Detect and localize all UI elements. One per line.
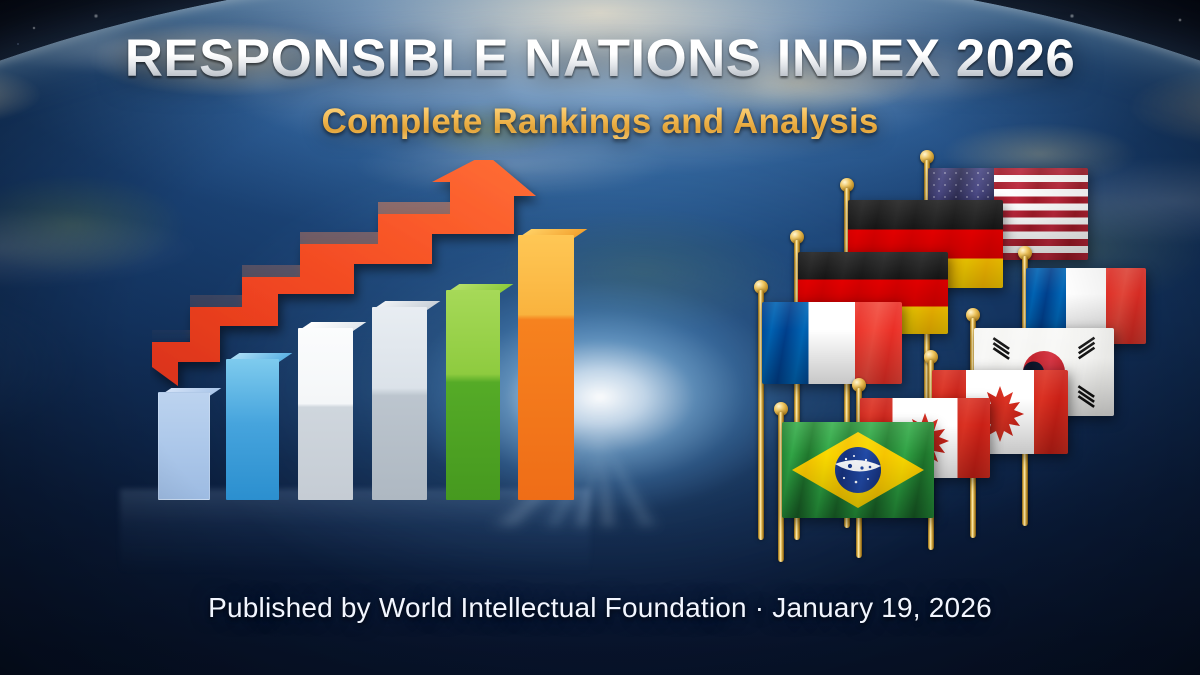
flag-cloth-france (762, 302, 902, 384)
page-subtitle: Complete Rankings and Analysis (0, 104, 1200, 139)
bar-3-face (298, 328, 353, 500)
bar-3 (298, 322, 367, 500)
bar-2-face (226, 359, 279, 500)
bar-5 (446, 284, 514, 500)
bar-6-face (518, 235, 574, 500)
flag-cluster (754, 150, 1200, 570)
bar-1 (158, 388, 222, 500)
page-title: RESPONSIBLE NATIONS INDEX 2026 (0, 32, 1200, 85)
bar-chart (150, 180, 588, 500)
bar-6 (518, 229, 588, 500)
bar-2 (226, 353, 293, 500)
bar-4-side (427, 493, 441, 500)
bar-3-side (353, 493, 367, 500)
bar-2-side (279, 493, 293, 500)
bar-4 (372, 301, 441, 500)
bar-4-face (372, 307, 427, 500)
bar-5-side (500, 493, 514, 500)
bar-5-face (446, 290, 500, 500)
bar-1-face (158, 392, 210, 500)
footer-credit: Published by World Intellectual Foundati… (208, 592, 992, 623)
flag-cloth-brazil (782, 422, 934, 518)
bar-1-side (208, 493, 222, 500)
